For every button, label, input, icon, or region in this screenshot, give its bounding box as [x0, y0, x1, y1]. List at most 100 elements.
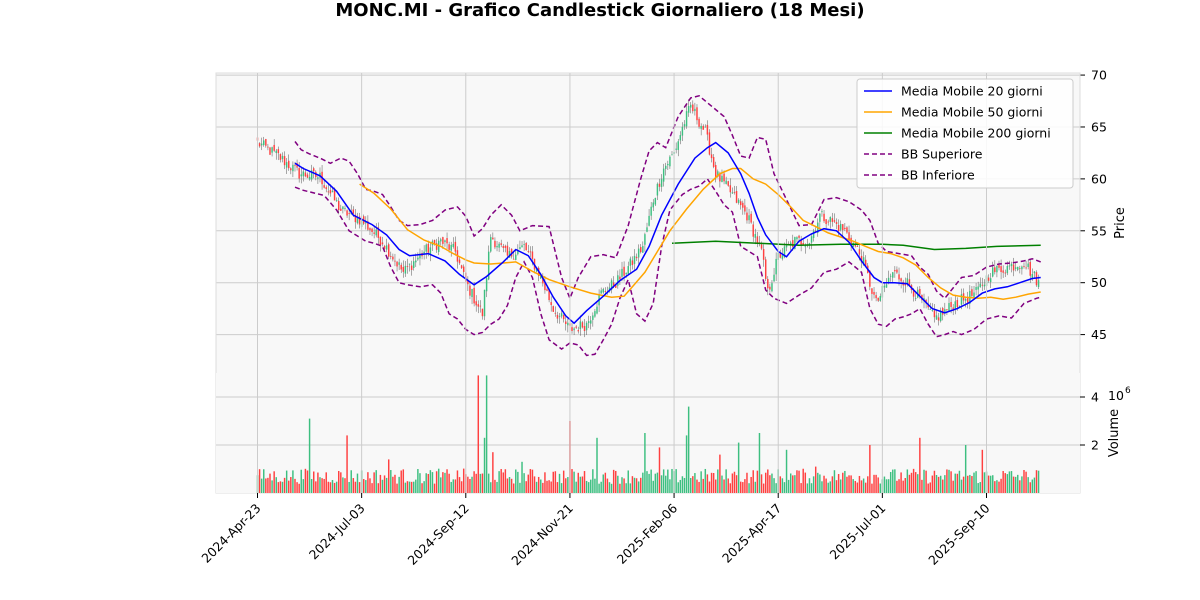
candle-body: [1033, 271, 1036, 274]
candle-body: [721, 175, 723, 183]
candle-body: [633, 255, 636, 264]
volume-bar: [852, 479, 854, 493]
candle-body: [948, 303, 950, 312]
candle-body: [525, 243, 527, 251]
volume-bar: [1012, 476, 1015, 493]
candle-body: [269, 147, 271, 155]
candle-body: [1027, 263, 1029, 267]
candle-body: [271, 147, 273, 153]
volume-bar: [854, 480, 857, 493]
candle-body: [335, 200, 338, 202]
volume-bar: [354, 481, 357, 493]
chart-title: MONC.MI - Grafico Candlestick Giornalier…: [335, 0, 865, 21]
volume-bar: [608, 482, 611, 493]
candle-body: [671, 154, 673, 156]
volume-bar: [767, 469, 769, 493]
volume-bar: [952, 480, 954, 493]
candle-body: [298, 168, 300, 179]
volume-bar: [600, 481, 602, 493]
volume-bar: [592, 469, 594, 493]
candle-body: [823, 213, 825, 222]
volume-bar: [448, 473, 450, 493]
volume-bar: [733, 471, 736, 493]
volume-bar: [925, 470, 927, 493]
volume-bar: [496, 481, 498, 493]
volume-bar: [681, 476, 684, 493]
candle-body: [750, 213, 752, 223]
candle-body: [592, 315, 594, 320]
candle-body: [450, 244, 452, 251]
volume-bar: [692, 476, 694, 493]
volume-bar: [892, 469, 894, 493]
volume-bar: [927, 483, 929, 493]
candle-body: [529, 251, 532, 253]
volume-bar: [523, 473, 525, 493]
volume-bar: [521, 461, 523, 493]
candle-body: [842, 224, 844, 231]
candle-body: [458, 259, 461, 264]
candle-body: [1031, 273, 1034, 279]
volume-bar: [537, 476, 540, 493]
volume-bar: [771, 473, 773, 493]
candle-body: [521, 245, 523, 248]
candle-body: [333, 188, 336, 201]
candle-body: [281, 155, 284, 160]
volume-bar: [269, 473, 271, 493]
volume-bar: [931, 475, 934, 493]
candle-body: [879, 296, 882, 301]
candle-body: [892, 272, 894, 278]
candle-body: [685, 111, 688, 127]
candle-body: [933, 310, 936, 318]
volume-bar: [973, 472, 975, 493]
volume-bar: [658, 447, 661, 493]
ma50-line: [359, 167, 1041, 301]
candle-body: [342, 206, 344, 210]
candle-body: [275, 150, 277, 154]
candle-body: [648, 215, 650, 226]
volume-bar: [427, 473, 430, 493]
candle-body: [731, 192, 734, 194]
candle-body: [912, 290, 915, 297]
volume-bar: [648, 473, 650, 493]
volume-bar: [860, 480, 863, 493]
volume-bar: [904, 478, 906, 493]
candle-body: [540, 275, 542, 279]
candle-body: [590, 320, 592, 324]
volume-bar: [869, 445, 871, 493]
candle-body: [327, 191, 330, 193]
candle-body: [954, 301, 956, 310]
candle-body: [981, 284, 984, 286]
volume-bar: [950, 471, 952, 493]
volume-bar: [814, 466, 817, 493]
volume-bar: [462, 468, 465, 493]
volume-bar: [535, 481, 538, 493]
volume-bar: [796, 470, 798, 493]
volume-bar: [479, 473, 482, 493]
legend-label: Media Mobile 50 giorni: [901, 105, 1043, 120]
volume-bar: [848, 475, 850, 493]
volume-bar: [285, 470, 288, 493]
candle-body: [712, 157, 715, 167]
volume-bar: [827, 482, 829, 493]
candle-body: [827, 221, 829, 223]
candle-body: [690, 104, 692, 108]
candle-body: [887, 277, 890, 283]
volume-bar: [910, 472, 913, 493]
price-tick-label: 55: [1091, 223, 1107, 238]
volume-bar: [373, 472, 375, 493]
volume-bar: [327, 481, 330, 493]
candle-body: [396, 261, 398, 267]
volume-bar: [581, 476, 584, 493]
candle-body: [1008, 265, 1011, 267]
volume-axis-label: Volume: [1107, 409, 1122, 457]
candle-body: [679, 135, 682, 141]
candle-body: [694, 108, 696, 112]
volume-bar: [338, 470, 340, 493]
volume-bar: [310, 479, 313, 493]
volume-bar: [633, 477, 636, 493]
candle-body: [658, 183, 661, 187]
candle-body: [683, 124, 686, 127]
candle-body: [377, 227, 380, 238]
candle-body: [410, 265, 413, 270]
volume-bar: [675, 469, 677, 493]
